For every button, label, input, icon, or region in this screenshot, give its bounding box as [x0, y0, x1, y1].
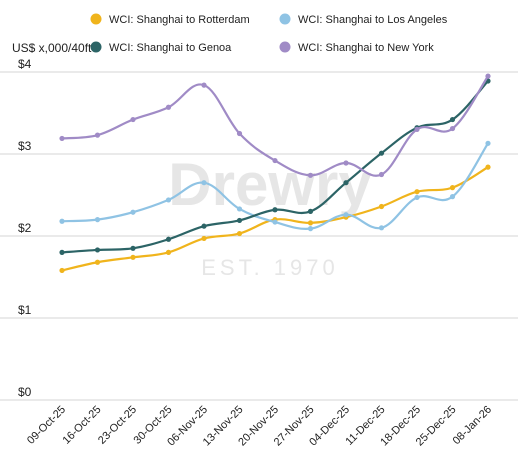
data-point: [307, 220, 314, 226]
legend-label: WCI: Shanghai to Genoa: [109, 42, 232, 54]
gridlines: [0, 71, 518, 401]
data-point: [272, 157, 278, 164]
data-point: [414, 194, 420, 201]
data-point: [201, 82, 207, 88]
data-point: [272, 219, 278, 225]
data-point: [414, 126, 420, 132]
y-tick-label: $4: [18, 57, 32, 71]
series: [59, 140, 491, 232]
data-point: [378, 150, 385, 156]
legend-label: WCI: Shanghai to Rotterdam: [109, 14, 250, 26]
data-point: [307, 208, 314, 214]
data-point: [94, 217, 101, 223]
data-point: [485, 164, 491, 170]
data-point: [165, 104, 172, 110]
data-point: [236, 206, 243, 212]
data-point: [485, 140, 491, 146]
data-point: [449, 116, 456, 123]
data-point: [236, 230, 243, 237]
chart-legend: WCI: Shanghai to Rotterdam WCI: Shanghai …: [90, 13, 448, 54]
data-point: [449, 185, 456, 191]
data-point: [449, 125, 456, 132]
data-point: [485, 73, 491, 79]
watermark-brand: Drewry: [168, 151, 372, 218]
data-point: [307, 172, 314, 178]
data-point: [201, 235, 207, 242]
data-point: [94, 247, 101, 253]
series-group: [59, 73, 491, 274]
y-tick-label: $3: [18, 139, 32, 153]
legend-item: WCI: Shanghai to New York: [279, 41, 434, 54]
data-point: [201, 180, 207, 186]
x-tick-label: 08-Jan-26: [451, 404, 495, 448]
legend-item: WCI: Shanghai to Los Angeles: [279, 13, 448, 26]
data-point: [378, 203, 385, 210]
y-axis-label: US$ x,000/40ft: [12, 41, 92, 55]
series: [59, 73, 491, 178]
y-tick-label: $2: [18, 221, 32, 235]
data-point: [343, 212, 349, 218]
data-point: [59, 218, 65, 224]
legend-marker: [90, 41, 102, 53]
data-point: [236, 217, 243, 224]
data-point: [343, 160, 349, 166]
data-point: [414, 189, 420, 195]
data-point: [449, 194, 456, 200]
data-point: [130, 245, 136, 251]
data-point: [378, 225, 385, 231]
legend-marker: [279, 13, 291, 25]
data-point: [343, 180, 349, 186]
x-axis-ticks: 09-Oct-2516-Oct-2523-Oct-2530-Oct-2506-N…: [25, 404, 494, 449]
data-point: [165, 197, 172, 203]
data-point: [130, 209, 136, 215]
y-tick-label: $0: [18, 385, 32, 399]
data-point: [201, 223, 207, 229]
y-axis-ticks: $0 $1 $2 $3 $4: [18, 57, 32, 399]
data-point: [165, 236, 172, 242]
watermark-tagline: EST. 1970: [201, 255, 339, 280]
data-point: [236, 130, 243, 137]
y-tick-label: $1: [18, 303, 32, 317]
data-point: [272, 207, 278, 213]
legend-item: WCI: Shanghai to Rotterdam: [90, 13, 250, 26]
data-point: [59, 267, 65, 274]
data-point: [130, 116, 136, 123]
legend-item: WCI: Shanghai to Genoa: [90, 41, 232, 54]
data-point: [59, 249, 65, 255]
data-point: [94, 259, 101, 265]
data-point: [165, 249, 172, 255]
legend-label: WCI: Shanghai to Los Angeles: [298, 14, 448, 26]
data-point: [94, 132, 101, 138]
data-point: [307, 226, 314, 232]
legend-label: WCI: Shanghai to New York: [298, 42, 434, 54]
data-point: [130, 254, 136, 260]
legend-marker: [279, 41, 291, 53]
data-point: [378, 171, 385, 178]
legend-marker: [90, 13, 102, 25]
data-point: [59, 135, 65, 142]
